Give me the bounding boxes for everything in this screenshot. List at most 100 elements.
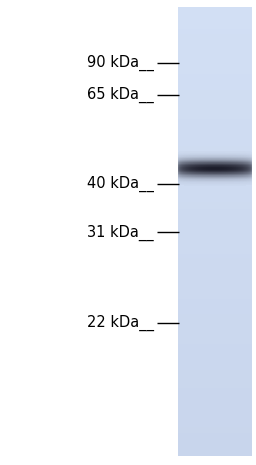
Bar	[178, 202, 252, 205]
Bar	[178, 70, 252, 72]
Bar	[178, 240, 252, 243]
Bar	[178, 276, 252, 279]
Bar	[178, 260, 252, 263]
Bar	[178, 7, 252, 9]
Bar	[178, 218, 252, 220]
Bar	[178, 142, 252, 144]
Bar	[178, 23, 252, 25]
Bar	[178, 225, 252, 227]
Bar	[178, 36, 252, 39]
Bar	[178, 440, 252, 442]
Bar	[178, 344, 252, 346]
Bar	[178, 330, 252, 332]
Bar	[178, 263, 252, 265]
Bar	[178, 285, 252, 287]
Bar	[178, 431, 252, 433]
Bar	[178, 274, 252, 276]
Bar	[178, 171, 252, 173]
Bar	[178, 350, 252, 352]
Bar	[178, 283, 252, 285]
Bar	[178, 249, 252, 252]
Bar	[178, 9, 252, 12]
Bar	[178, 153, 252, 155]
Bar	[178, 99, 252, 101]
Bar	[178, 155, 252, 157]
Bar	[178, 61, 252, 63]
Bar	[178, 236, 252, 238]
Bar	[178, 94, 252, 97]
Bar	[178, 151, 252, 153]
Bar	[178, 238, 252, 240]
Bar	[178, 133, 252, 135]
Bar	[178, 72, 252, 74]
Bar	[178, 258, 252, 260]
Bar	[178, 83, 252, 86]
Bar	[178, 287, 252, 290]
Bar	[178, 337, 252, 339]
Bar	[178, 371, 252, 372]
Bar	[178, 54, 252, 56]
Bar	[178, 377, 252, 379]
Bar	[178, 113, 252, 115]
Bar	[178, 88, 252, 90]
Bar	[178, 310, 252, 312]
Bar	[178, 178, 252, 180]
Bar	[178, 159, 252, 162]
Bar	[178, 200, 252, 202]
Bar	[178, 352, 252, 355]
Bar	[178, 74, 252, 77]
Bar	[178, 406, 252, 409]
Bar	[178, 265, 252, 267]
Bar	[178, 157, 252, 159]
Bar	[178, 433, 252, 436]
Bar	[178, 281, 252, 283]
Bar	[178, 124, 252, 126]
Bar	[178, 108, 252, 110]
Bar	[178, 182, 252, 184]
Bar	[178, 232, 252, 233]
Bar	[178, 368, 252, 371]
Bar	[178, 398, 252, 399]
Bar	[178, 77, 252, 79]
Bar	[178, 126, 252, 128]
Bar	[178, 52, 252, 54]
Bar	[178, 137, 252, 139]
Bar	[178, 366, 252, 368]
Bar	[178, 303, 252, 306]
Bar	[178, 193, 252, 195]
Bar	[178, 290, 252, 292]
Bar	[178, 213, 252, 216]
Bar	[178, 162, 252, 164]
Bar	[178, 409, 252, 411]
Bar	[178, 186, 252, 189]
Bar	[178, 314, 252, 317]
Bar	[178, 326, 252, 328]
Bar	[178, 146, 252, 148]
Bar	[178, 195, 252, 198]
Bar	[178, 45, 252, 47]
Bar	[178, 67, 252, 70]
Bar	[178, 404, 252, 406]
Bar	[178, 229, 252, 232]
Bar	[178, 355, 252, 357]
Bar	[178, 32, 252, 34]
Bar	[178, 25, 252, 27]
Bar	[178, 279, 252, 281]
Bar	[178, 384, 252, 386]
Bar	[178, 292, 252, 294]
Bar	[178, 243, 252, 245]
Bar	[178, 361, 252, 364]
Bar	[178, 422, 252, 424]
Bar	[178, 256, 252, 258]
Bar	[178, 173, 252, 175]
Bar	[178, 399, 252, 402]
Bar	[178, 379, 252, 382]
Bar	[178, 402, 252, 404]
Bar	[178, 442, 252, 445]
Bar	[178, 451, 252, 453]
Bar	[178, 413, 252, 415]
Bar	[178, 445, 252, 447]
Bar	[178, 209, 252, 211]
Bar	[178, 312, 252, 314]
Bar	[178, 81, 252, 83]
